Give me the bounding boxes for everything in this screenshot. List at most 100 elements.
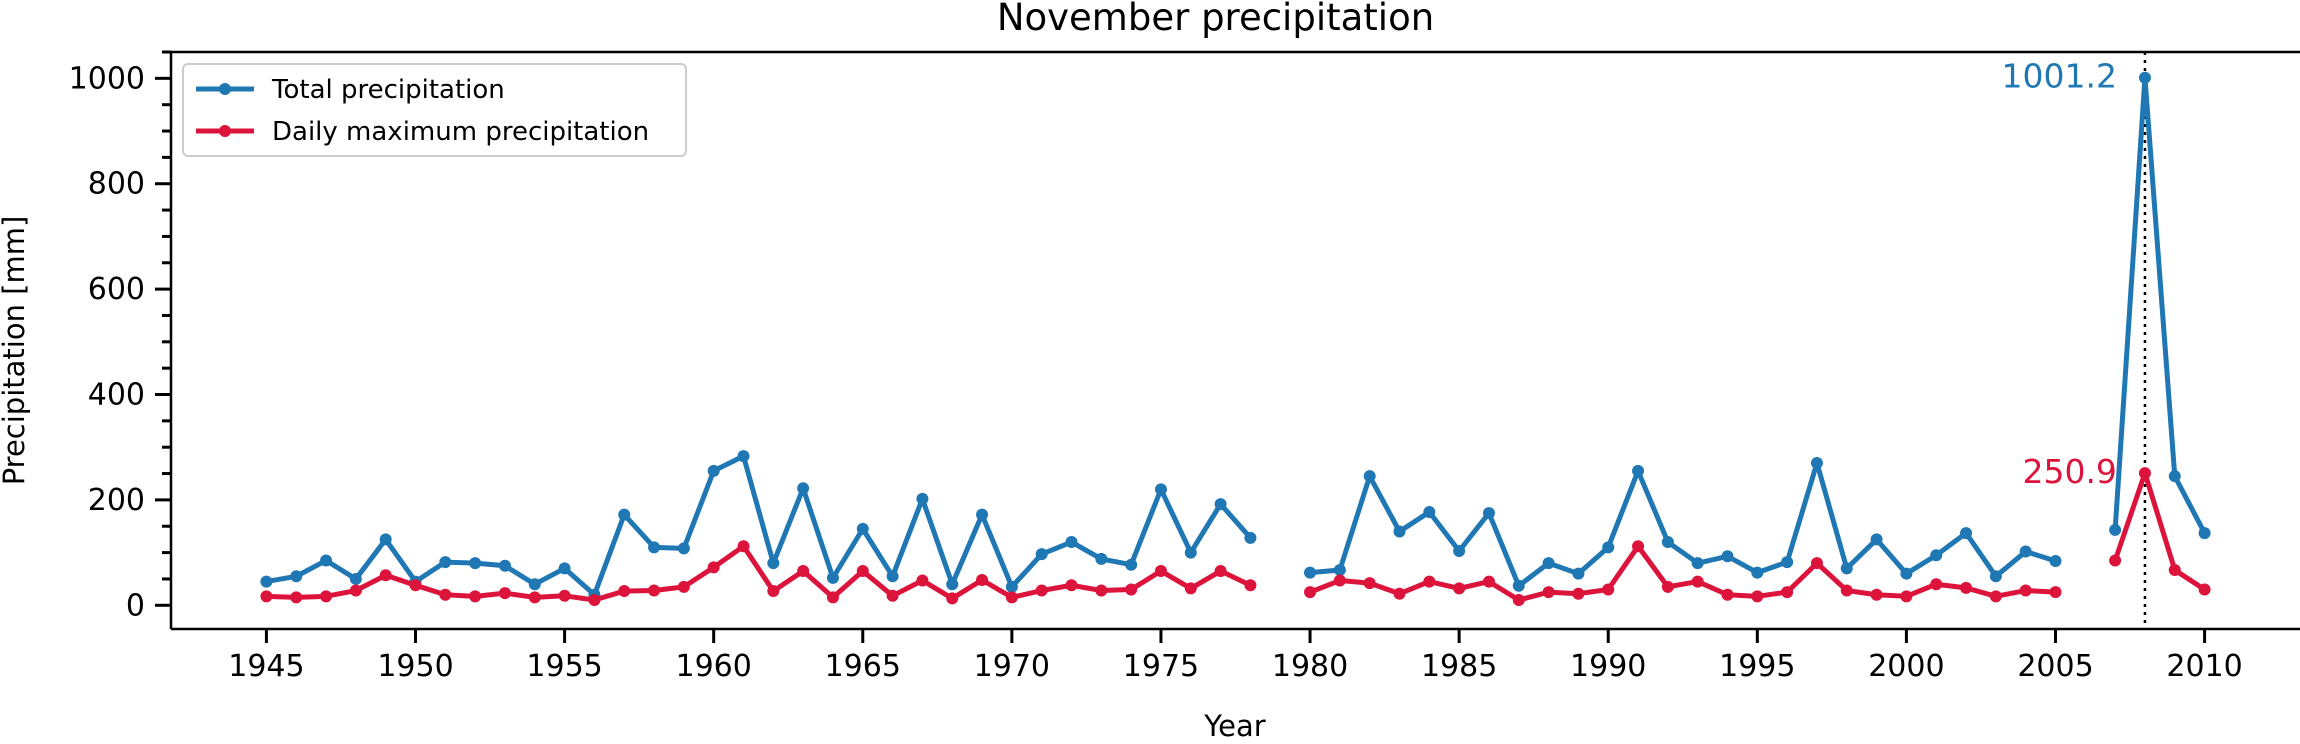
y-tick-label: 1000 bbox=[69, 61, 145, 96]
x-tick-label: 2010 bbox=[2166, 649, 2242, 684]
data-point bbox=[2168, 563, 2181, 576]
x-tick-label: 1990 bbox=[1570, 649, 1646, 684]
series-2 bbox=[260, 467, 2211, 607]
x-tick-label: 1965 bbox=[825, 649, 901, 684]
data-point bbox=[1870, 533, 1883, 546]
data-point bbox=[946, 592, 959, 605]
data-point bbox=[1333, 563, 1346, 576]
series-line bbox=[2112, 75, 2207, 535]
data-point bbox=[498, 559, 511, 572]
data-point bbox=[797, 565, 810, 578]
legend-marker bbox=[219, 83, 231, 95]
y-tick-label: 200 bbox=[88, 483, 145, 518]
data-point bbox=[1244, 579, 1257, 592]
data-point bbox=[1304, 566, 1317, 579]
data-point bbox=[2198, 583, 2211, 596]
series-line bbox=[1309, 460, 2057, 589]
data-point bbox=[1960, 581, 1973, 594]
legend-marker bbox=[219, 125, 231, 137]
data-point bbox=[916, 492, 929, 505]
data-point bbox=[1930, 549, 1943, 562]
data-point bbox=[1632, 540, 1645, 553]
data-point bbox=[260, 575, 273, 588]
y-tick-label: 400 bbox=[88, 378, 145, 413]
data-point bbox=[1810, 457, 1823, 470]
data-point bbox=[1065, 536, 1078, 549]
data-point bbox=[737, 450, 750, 463]
data-point bbox=[1602, 583, 1615, 596]
data-point bbox=[469, 590, 482, 603]
data-point bbox=[469, 557, 482, 570]
data-point bbox=[707, 464, 720, 477]
data-point bbox=[1751, 566, 1764, 579]
data-point bbox=[349, 572, 362, 585]
data-point bbox=[1453, 545, 1466, 558]
y-tick-label: 0 bbox=[126, 588, 145, 623]
data-point bbox=[1244, 531, 1257, 544]
data-point bbox=[797, 482, 810, 495]
data-point bbox=[1005, 580, 1018, 593]
x-tick-label: 1955 bbox=[526, 649, 602, 684]
data-point bbox=[409, 579, 422, 592]
data-point bbox=[1512, 594, 1525, 607]
data-point bbox=[856, 565, 869, 578]
data-point bbox=[1751, 590, 1764, 603]
data-point bbox=[1840, 584, 1853, 597]
y-tick-label: 800 bbox=[88, 167, 145, 202]
x-tick-label: 1975 bbox=[1123, 649, 1199, 684]
data-point bbox=[1035, 548, 1048, 561]
data-point bbox=[737, 540, 750, 553]
data-point bbox=[290, 570, 303, 583]
data-point bbox=[1065, 579, 1078, 592]
data-point bbox=[707, 561, 720, 574]
x-axis-label: Year bbox=[1203, 709, 1265, 743]
data-point bbox=[558, 562, 571, 575]
annotation-label: 250.9 bbox=[2022, 452, 2116, 491]
data-point bbox=[2138, 467, 2151, 480]
data-point bbox=[618, 585, 631, 598]
data-point bbox=[1930, 578, 1943, 591]
data-point bbox=[1572, 567, 1585, 580]
x-tick-label: 1950 bbox=[377, 649, 453, 684]
legend: Total precipitation Daily maximum precipi… bbox=[182, 63, 687, 157]
data-point bbox=[1184, 546, 1197, 559]
y-tick-label: 600 bbox=[88, 272, 145, 307]
data-point bbox=[2109, 523, 2122, 536]
data-point bbox=[1423, 506, 1436, 519]
x-tick-label: 1945 bbox=[228, 649, 304, 684]
data-point bbox=[1154, 565, 1167, 578]
data-point bbox=[1632, 464, 1645, 477]
data-point bbox=[1870, 588, 1883, 601]
data-point bbox=[1989, 570, 2002, 583]
data-point bbox=[2019, 545, 2032, 558]
data-point bbox=[528, 578, 541, 591]
data-point bbox=[498, 587, 511, 600]
data-point bbox=[1333, 574, 1346, 587]
data-point bbox=[826, 591, 839, 604]
data-point bbox=[1154, 483, 1167, 496]
data-point bbox=[349, 584, 362, 597]
x-tick-label: 1960 bbox=[676, 649, 752, 684]
data-point bbox=[1691, 557, 1704, 570]
data-point bbox=[290, 591, 303, 604]
chart-title: November precipitation bbox=[997, 0, 1434, 39]
series-line bbox=[266, 543, 1252, 603]
data-point bbox=[1363, 470, 1376, 483]
series-line bbox=[2112, 470, 2206, 592]
data-point bbox=[1661, 536, 1674, 549]
series-line bbox=[265, 453, 1253, 598]
data-point bbox=[320, 590, 333, 603]
data-point bbox=[2049, 555, 2062, 568]
data-point bbox=[1125, 558, 1138, 571]
data-point bbox=[1095, 584, 1108, 597]
data-point bbox=[886, 570, 899, 583]
data-point bbox=[2168, 470, 2181, 483]
data-point bbox=[1542, 557, 1555, 570]
data-point bbox=[1304, 586, 1317, 599]
data-point bbox=[439, 556, 452, 569]
data-point bbox=[1810, 557, 1823, 570]
data-point bbox=[1781, 586, 1794, 599]
data-point bbox=[2138, 71, 2151, 84]
x-tick-label: 1970 bbox=[974, 649, 1050, 684]
x-tick-label: 1995 bbox=[1719, 649, 1795, 684]
